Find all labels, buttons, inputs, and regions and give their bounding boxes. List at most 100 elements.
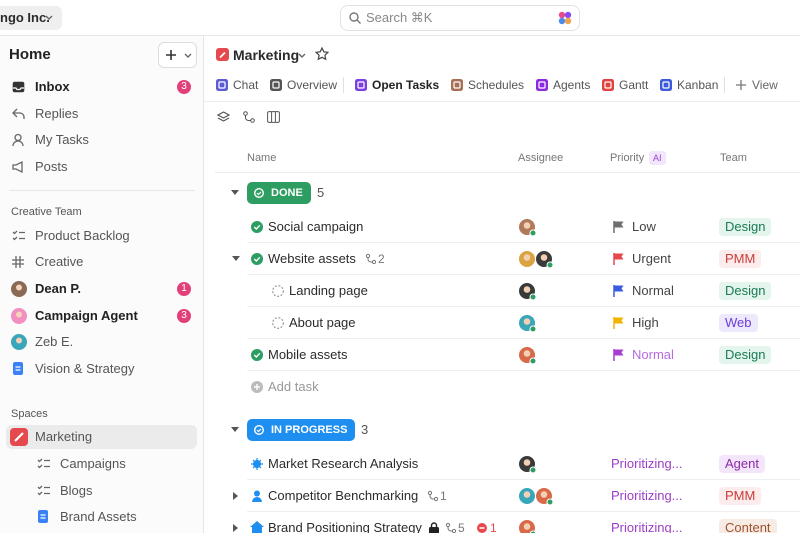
assignee-avatar — [518, 314, 537, 333]
blocked-icon — [477, 523, 487, 533]
space-icon — [10, 428, 28, 447]
sidebar-item[interactable]: My Tasks — [35, 132, 89, 148]
priority[interactable]: Low — [632, 219, 656, 234]
view-tab[interactable]: Schedules — [468, 78, 525, 92]
priority-flag — [613, 221, 624, 233]
subtask-icon — [445, 522, 457, 533]
ai-icon — [558, 11, 572, 25]
agent-icon — [251, 458, 263, 470]
view-tab[interactable]: Kanban — [677, 78, 719, 92]
workspace-switcher[interactable] — [0, 6, 62, 30]
view-tab[interactable]: Open Tasks — [372, 78, 440, 92]
user-icon — [12, 134, 24, 147]
team-tag[interactable]: Web — [719, 314, 758, 332]
workspace-name: ngo Inc. — [0, 10, 50, 25]
column-header: Name — [247, 152, 277, 164]
subtask-count: 1 — [440, 489, 447, 503]
task-name[interactable]: About page — [289, 315, 356, 330]
sidebar-item[interactable]: Blogs — [60, 482, 93, 498]
divider — [9, 190, 195, 191]
sidebar-item[interactable]: Marketing — [35, 429, 93, 445]
priority[interactable]: Prioritizing... — [611, 456, 683, 471]
search-placeholder: Search ⌘K — [366, 10, 433, 25]
view-tab[interactable]: Overview — [287, 78, 338, 92]
view-tab[interactable]: Chat — [233, 78, 259, 92]
task-row[interactable] — [247, 448, 800, 480]
list-icon — [12, 230, 25, 240]
team-tag[interactable]: Design — [719, 282, 772, 300]
add-task[interactable]: Add task — [268, 379, 319, 394]
todo-icon — [272, 317, 284, 329]
priority[interactable]: Normal — [632, 283, 674, 298]
done-icon — [251, 253, 263, 265]
task-name[interactable]: Brand Positioning Strategy — [268, 520, 422, 533]
team-tag[interactable]: Design — [719, 218, 772, 236]
home-title: Home — [9, 46, 51, 63]
priority[interactable]: High — [632, 315, 659, 330]
task-name[interactable]: Website assets — [268, 251, 356, 266]
sidebar-item[interactable]: Brand Assets — [60, 509, 137, 525]
task-row[interactable] — [247, 307, 800, 339]
task-name[interactable]: Landing page — [289, 283, 368, 298]
star-icon — [314, 46, 330, 61]
subtask-count: 5 — [458, 521, 465, 533]
task-row[interactable] — [247, 211, 800, 243]
status-pill[interactable]: DONE — [247, 182, 311, 204]
sidebar-item[interactable]: Inbox — [35, 79, 70, 94]
task-row[interactable] — [247, 339, 800, 371]
avatar — [11, 307, 27, 324]
tab-icon — [270, 79, 282, 91]
sidebar-item[interactable]: Vision & Strategy — [35, 361, 135, 376]
task-name[interactable]: Mobile assets — [268, 347, 348, 362]
home-icon — [250, 521, 264, 533]
priority[interactable]: Prioritizing... — [611, 488, 683, 503]
sidebar-item[interactable]: Campaign Agent — [35, 307, 138, 323]
tabs-border — [204, 101, 800, 102]
reply-icon — [12, 108, 25, 119]
priority-flag — [613, 349, 624, 361]
columns-icon — [267, 111, 280, 123]
tab-icon — [216, 79, 228, 91]
view-tab[interactable]: Agents — [553, 78, 591, 92]
task-name[interactable]: Competitor Benchmarking — [268, 488, 419, 503]
task-row[interactable] — [247, 243, 800, 275]
team-tag[interactable]: Content — [719, 519, 777, 533]
header-border — [215, 172, 800, 173]
team-tag[interactable]: PMM — [719, 250, 762, 268]
status-icon — [253, 424, 265, 436]
task-row[interactable] — [247, 275, 800, 307]
tab-icon — [602, 79, 614, 91]
sidebar-item[interactable]: Posts — [35, 159, 68, 175]
caret — [232, 256, 240, 261]
priority[interactable]: Prioritizing... — [611, 520, 683, 533]
section-title: Creative Team — [11, 206, 82, 218]
subtask-icon — [365, 253, 377, 265]
chevron — [184, 53, 192, 58]
done-icon — [251, 221, 263, 233]
status-pill[interactable]: IN PROGRESS — [247, 419, 356, 441]
team-tag[interactable]: PMM — [719, 487, 762, 505]
avatar — [11, 334, 27, 351]
priority[interactable]: Urgent — [632, 251, 672, 266]
task-row[interactable] — [247, 480, 800, 512]
sidebar-item[interactable]: Replies — [35, 105, 79, 121]
add-view[interactable]: View — [752, 78, 778, 92]
task-name[interactable]: Market Research Analysis — [268, 456, 419, 471]
team-tag[interactable]: Agent — [719, 455, 765, 473]
list-icon — [37, 458, 50, 469]
team-tag[interactable]: Design — [719, 346, 772, 364]
sidebar-item[interactable]: Zeb E. — [35, 334, 74, 350]
sidebar-item[interactable]: Campaigns — [60, 455, 126, 471]
sidebar-item[interactable]: Product Backlog — [35, 227, 130, 243]
subtask-icon — [427, 490, 439, 502]
priority[interactable]: Normal — [632, 347, 674, 362]
sidebar-item[interactable]: Dean P. — [35, 280, 82, 296]
view-tab[interactable]: Gantt — [619, 78, 649, 92]
plus-icon — [166, 50, 176, 60]
task-name[interactable]: Social campaign — [268, 219, 364, 234]
sidebar-item[interactable]: Creative — [35, 254, 84, 270]
caret — [233, 492, 238, 500]
sidebar — [0, 36, 204, 533]
search-box[interactable] — [340, 5, 580, 31]
